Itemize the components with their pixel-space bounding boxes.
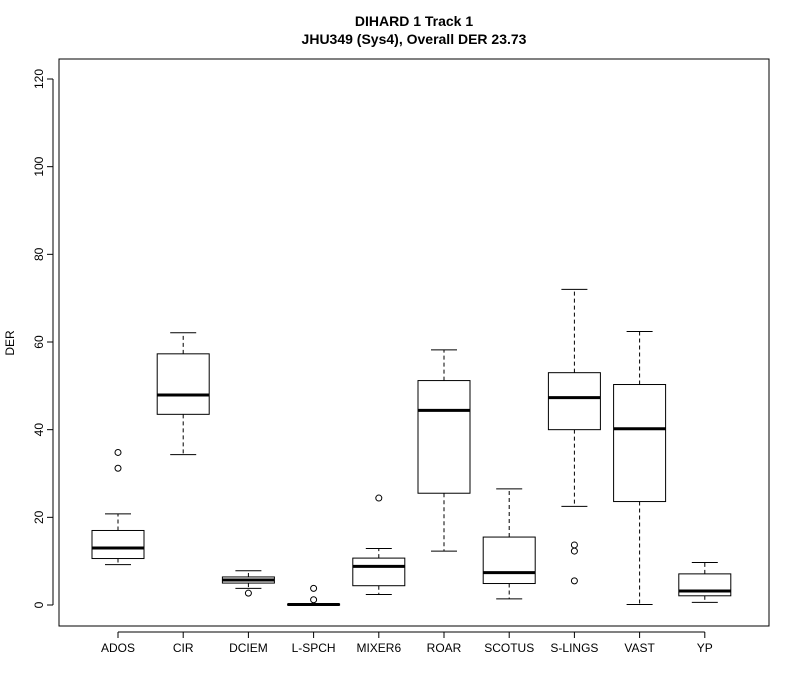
- box-cir: [156, 332, 210, 456]
- x-tick-label: VAST: [624, 641, 655, 655]
- box-iqr: [156, 353, 210, 415]
- box-dciem: [221, 570, 275, 597]
- y-tick-label: 60: [32, 335, 46, 349]
- box-vast: [613, 330, 667, 606]
- y-tick-label: 0: [32, 601, 46, 608]
- y-tick-label: 40: [32, 423, 46, 437]
- chart-title: DIHARD 1 Track 1: [355, 13, 473, 29]
- outlier-point: [570, 541, 578, 549]
- x-tick-label: L-SPCH: [292, 641, 336, 655]
- box-roar: [417, 349, 471, 552]
- box-group: [91, 288, 732, 607]
- y-tick-label: 120: [32, 69, 46, 89]
- y-axis: 0 20 40 60 80 100 120: [32, 69, 54, 608]
- outlier-point: [570, 577, 578, 585]
- box-yp: [678, 561, 732, 603]
- outlier-point: [244, 589, 252, 597]
- box-mixer6: [352, 494, 406, 595]
- x-tick-label: ROAR: [427, 641, 462, 655]
- x-tick-label: SCOTUS: [484, 641, 534, 655]
- box-iqr: [352, 557, 406, 587]
- box-iqr: [613, 384, 667, 503]
- x-axis: ADOS CIR DCIEM L-SPCH MIXER6 ROAR SCOTUS S-LING…: [101, 631, 713, 655]
- outlier-point: [114, 464, 122, 472]
- y-axis-label: DER: [3, 330, 17, 356]
- box-iqr: [91, 529, 145, 560]
- box-s-lings: [547, 288, 601, 585]
- y-tick-label: 20: [32, 510, 46, 524]
- x-tick-label: DCIEM: [229, 641, 268, 655]
- box-ados: [91, 448, 145, 566]
- y-tick-label: 80: [32, 247, 46, 261]
- y-tick-label: 100: [32, 156, 46, 176]
- outlier-point: [114, 448, 122, 456]
- outlier-point: [375, 494, 383, 502]
- x-tick-label: ADOS: [101, 641, 135, 655]
- box-scotus: [482, 488, 536, 600]
- plot-frame: [58, 58, 770, 627]
- x-tick-label: S-LINGS: [550, 641, 598, 655]
- box-iqr: [482, 536, 536, 585]
- x-tick-label: YP: [697, 641, 713, 655]
- x-tick-label: CIR: [173, 641, 194, 655]
- box-iqr: [547, 372, 601, 431]
- box-iqr: [417, 380, 471, 494]
- x-tick-label: MIXER6: [356, 641, 401, 655]
- box-l-spch: [287, 584, 341, 607]
- outlier-point: [310, 584, 318, 592]
- outlier-point: [310, 596, 318, 604]
- box-iqr: [678, 573, 732, 597]
- chart-subtitle: JHU349 (Sys4), Overall DER 23.73: [302, 31, 527, 47]
